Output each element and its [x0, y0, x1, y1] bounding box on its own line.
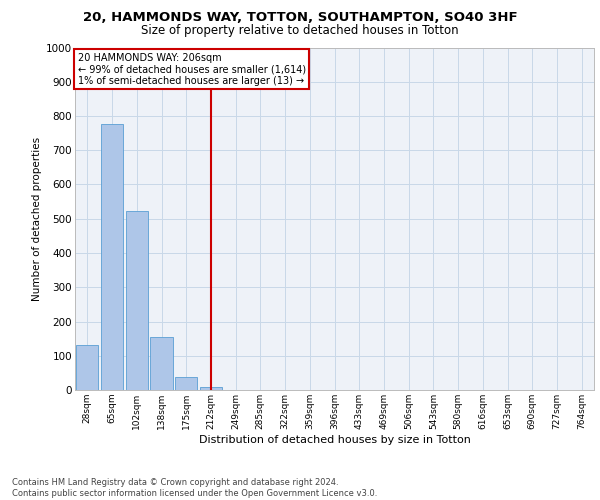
Y-axis label: Number of detached properties: Number of detached properties	[32, 136, 42, 301]
Bar	[151, 336, 173, 390]
Bar	[175, 378, 197, 390]
Text: 20, HAMMONDS WAY, TOTTON, SOUTHAMPTON, SO40 3HF: 20, HAMMONDS WAY, TOTTON, SOUTHAMPTON, S…	[83, 11, 517, 24]
Bar	[125, 210, 148, 390]
X-axis label: Distribution of detached houses by size in Totton: Distribution of detached houses by size …	[199, 434, 470, 444]
Bar	[101, 124, 123, 390]
Text: Contains HM Land Registry data © Crown copyright and database right 2024.
Contai: Contains HM Land Registry data © Crown c…	[12, 478, 377, 498]
Text: Size of property relative to detached houses in Totton: Size of property relative to detached ho…	[141, 24, 459, 37]
Bar	[200, 386, 222, 390]
Bar	[76, 345, 98, 390]
Text: 20 HAMMONDS WAY: 206sqm
← 99% of detached houses are smaller (1,614)
1% of semi-: 20 HAMMONDS WAY: 206sqm ← 99% of detache…	[77, 52, 306, 86]
